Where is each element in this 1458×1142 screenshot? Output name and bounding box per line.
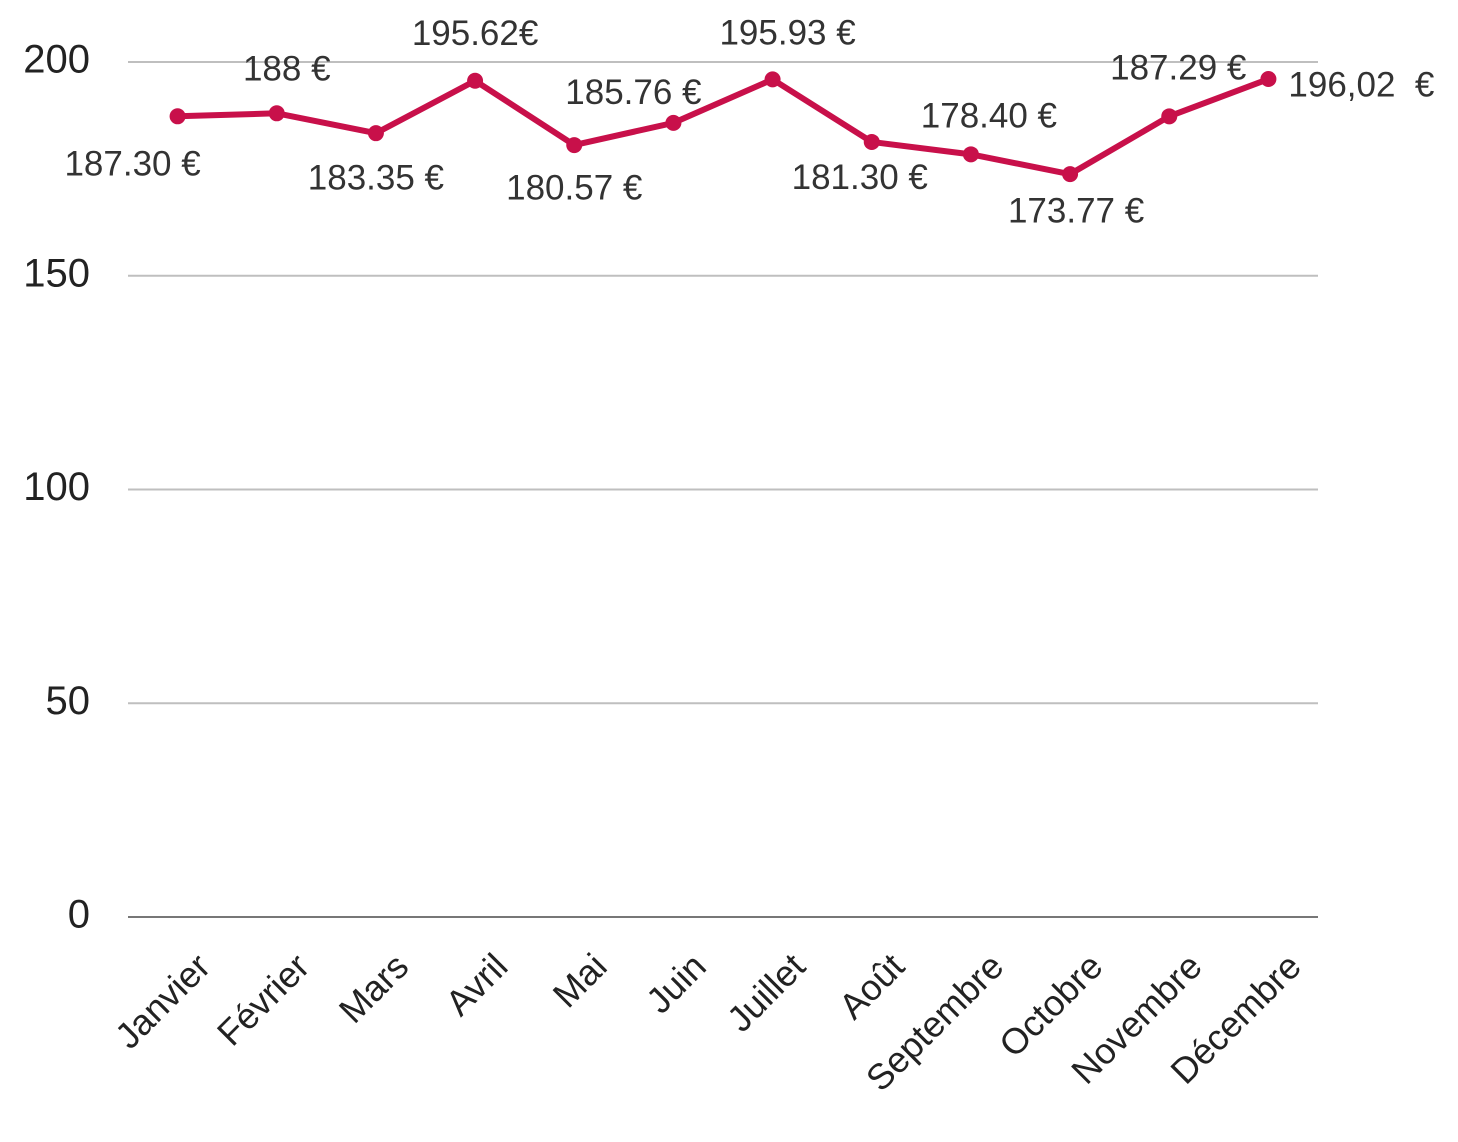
point (566, 137, 583, 154)
data-label: 187.30 € (64, 145, 200, 184)
data-label: 196,02 € (1288, 65, 1434, 104)
point (169, 108, 186, 125)
point (268, 105, 285, 122)
x-tick-label: Juillet (719, 945, 813, 1039)
y-tick-label: 50 (46, 679, 91, 723)
x-tick-label: Janvier (107, 945, 218, 1056)
data-label: 195.62€ (412, 14, 539, 53)
data-label: 180.57 € (506, 168, 642, 207)
point (367, 125, 384, 142)
x-tick-label: Mai (545, 945, 615, 1015)
point (1062, 166, 1079, 183)
y-tick-label: 100 (23, 465, 90, 509)
point (962, 146, 979, 163)
point (1161, 108, 1178, 125)
point (863, 133, 880, 150)
data-label: 181.30 € (792, 158, 928, 197)
data-label: 188 € (243, 50, 331, 89)
data-label: 187.29 € (1110, 49, 1246, 88)
data-label: 183.35 € (308, 158, 444, 197)
data-label: 185.76 € (565, 73, 701, 112)
x-tick-label: Février (209, 945, 317, 1053)
point (1260, 71, 1277, 88)
y-tick-label: 200 (23, 38, 90, 82)
point (467, 72, 484, 89)
point (764, 71, 781, 88)
line (177, 76, 1270, 178)
x-tick-label: Août (831, 945, 912, 1026)
point (665, 114, 682, 131)
data-label: 173.77 € (1008, 191, 1144, 230)
y-tick-label: 150 (23, 251, 90, 295)
data-label: 178.40 € (921, 97, 1057, 136)
x-tick-label: Mars (331, 945, 417, 1031)
x-tick-label: Juin (638, 945, 714, 1021)
x-tick-label: Avril (437, 945, 515, 1023)
data-label: 195.93 € (719, 14, 855, 53)
y-tick-label: 0 (68, 893, 90, 937)
